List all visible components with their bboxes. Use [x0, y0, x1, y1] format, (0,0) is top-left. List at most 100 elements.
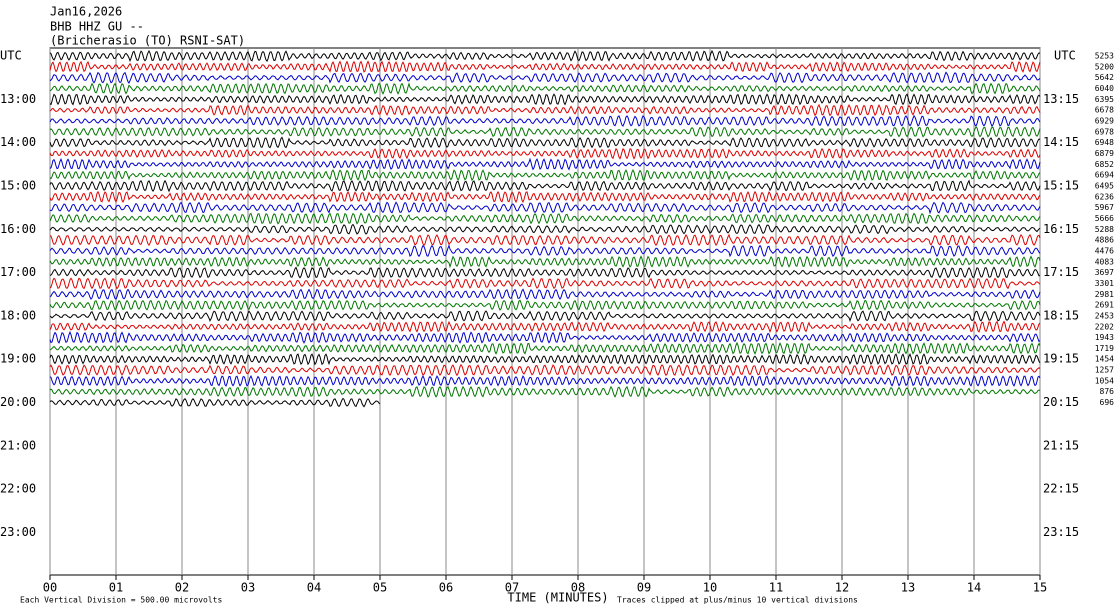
trace-value: 3697 — [1095, 268, 1114, 277]
x-tick-label: 08 — [571, 581, 585, 595]
seismic-trace — [49, 60, 1041, 73]
trace-value: 6694 — [1095, 171, 1114, 180]
right-hour-label: 22:15 — [1043, 482, 1079, 496]
seismic-trace — [49, 310, 1041, 323]
seismic-trace — [49, 341, 1041, 355]
x-tick-label: 14 — [967, 581, 981, 595]
trace-value: 1719 — [1095, 344, 1114, 353]
seismic-trace — [49, 320, 1041, 333]
x-tick-label: 10 — [703, 581, 717, 595]
seismic-trace — [49, 136, 1041, 149]
left-hour-label: 17:00 — [0, 265, 36, 279]
right-hour-label: 14:15 — [1043, 135, 1079, 149]
x-tick-label: 03 — [241, 581, 255, 595]
x-tick-label: 15 — [1033, 581, 1047, 595]
x-tick-label: 02 — [175, 581, 189, 595]
trace-value: 4886 — [1095, 236, 1114, 245]
left-hour-label: 21:00 — [0, 438, 36, 452]
seismic-trace — [49, 169, 1041, 182]
left-hour-label: 16:00 — [0, 222, 36, 236]
station: BHB HHZ GU -- — [50, 20, 144, 34]
trace-value: 5642 — [1095, 73, 1114, 82]
seismic-trace — [49, 201, 1041, 215]
seismic-trace — [49, 330, 1041, 344]
trace-value: 6395 — [1095, 95, 1114, 104]
trace-value: 2981 — [1095, 290, 1114, 299]
seismic-trace — [49, 71, 1041, 84]
date: Jan16,2026 — [50, 5, 122, 19]
seismic-trace — [49, 190, 1041, 204]
seismic-trace — [49, 93, 1041, 106]
trace-value: 6929 — [1095, 116, 1114, 125]
trace-value: 3301 — [1095, 279, 1114, 288]
seismic-trace — [49, 233, 1041, 247]
seismic-trace — [49, 352, 1041, 366]
seismic-trace — [49, 288, 1041, 300]
trace-value: 2691 — [1095, 301, 1114, 310]
trace-value: 6852 — [1095, 160, 1114, 169]
x-tick-label: 01 — [109, 581, 123, 595]
x-tick-label: 13 — [901, 581, 915, 595]
left-hour-label: 20:00 — [0, 395, 36, 409]
seismic-trace — [49, 385, 1041, 398]
division-note: Each Vertical Division = 500.00 microvol… — [20, 596, 222, 605]
seismic-trace — [49, 397, 381, 408]
seismic-trace — [49, 277, 1041, 290]
trace-value: 2202 — [1095, 322, 1114, 331]
trace-value: 696 — [1100, 398, 1115, 407]
seismic-trace — [49, 299, 1041, 311]
left-hour-label: 19:00 — [0, 352, 36, 366]
x-tick-label: 12 — [835, 581, 849, 595]
left-hour-label: 18:00 — [0, 308, 36, 322]
seismic-trace — [49, 147, 1041, 160]
trace-value: 1454 — [1095, 355, 1114, 364]
seismic-trace — [49, 179, 1041, 193]
trace-value: 2453 — [1095, 311, 1114, 320]
left-hour-label: 15:00 — [0, 178, 36, 192]
seismic-trace — [49, 244, 1041, 258]
right-hour-label: 23:15 — [1043, 525, 1079, 539]
right-hour-label: 13:15 — [1043, 92, 1079, 106]
right-axis-title: UTC — [1054, 49, 1076, 63]
seismic-trace — [49, 363, 1041, 377]
seismic-trace — [49, 82, 1041, 95]
trace-value: 5253 — [1095, 52, 1114, 61]
trace-value: 6495 — [1095, 181, 1114, 190]
trace-value: 5200 — [1095, 62, 1114, 71]
trace-value: 4083 — [1095, 257, 1114, 266]
right-hour-label: 16:15 — [1043, 222, 1079, 236]
trace-value: 5967 — [1095, 203, 1114, 212]
seismic-trace — [49, 212, 1041, 225]
trace-value: 4476 — [1095, 246, 1114, 255]
x-tick-label: 05 — [373, 581, 387, 595]
right-hour-label: 17:15 — [1043, 265, 1079, 279]
trace-value: 1257 — [1095, 366, 1114, 375]
x-tick-label: 11 — [769, 581, 783, 595]
trace-value: 6236 — [1095, 192, 1114, 201]
right-hour-label: 21:15 — [1043, 438, 1079, 452]
trace-value: 1943 — [1095, 333, 1114, 342]
seismic-trace — [49, 126, 1041, 138]
seismic-trace — [49, 266, 1041, 279]
right-hour-label: 18:15 — [1043, 308, 1079, 322]
x-axis-title: TIME (MINUTES) — [507, 591, 608, 605]
seismic-trace — [49, 157, 1041, 171]
trace-value: 5666 — [1095, 214, 1114, 223]
trace-value: 5288 — [1095, 225, 1114, 234]
seismic-trace — [49, 114, 1041, 128]
location: (Bricherasio (TO) RSNI-SAT) — [50, 34, 245, 48]
left-hour-label: 14:00 — [0, 135, 36, 149]
left-hour-label: 13:00 — [0, 92, 36, 106]
right-hour-label: 15:15 — [1043, 178, 1079, 192]
left-axis-title: UTC — [0, 49, 22, 63]
seismic-trace — [49, 103, 1041, 117]
trace-value: 6040 — [1095, 84, 1114, 93]
trace-value: 1054 — [1095, 376, 1114, 385]
left-hour-label: 23:00 — [0, 525, 36, 539]
seismic-trace — [49, 49, 1041, 63]
x-tick-label: 07 — [505, 581, 519, 595]
right-hour-label: 20:15 — [1043, 395, 1079, 409]
seismic-trace — [49, 255, 1041, 269]
clipped-note: Traces clipped at plus/minus 10 vertical… — [617, 596, 858, 605]
